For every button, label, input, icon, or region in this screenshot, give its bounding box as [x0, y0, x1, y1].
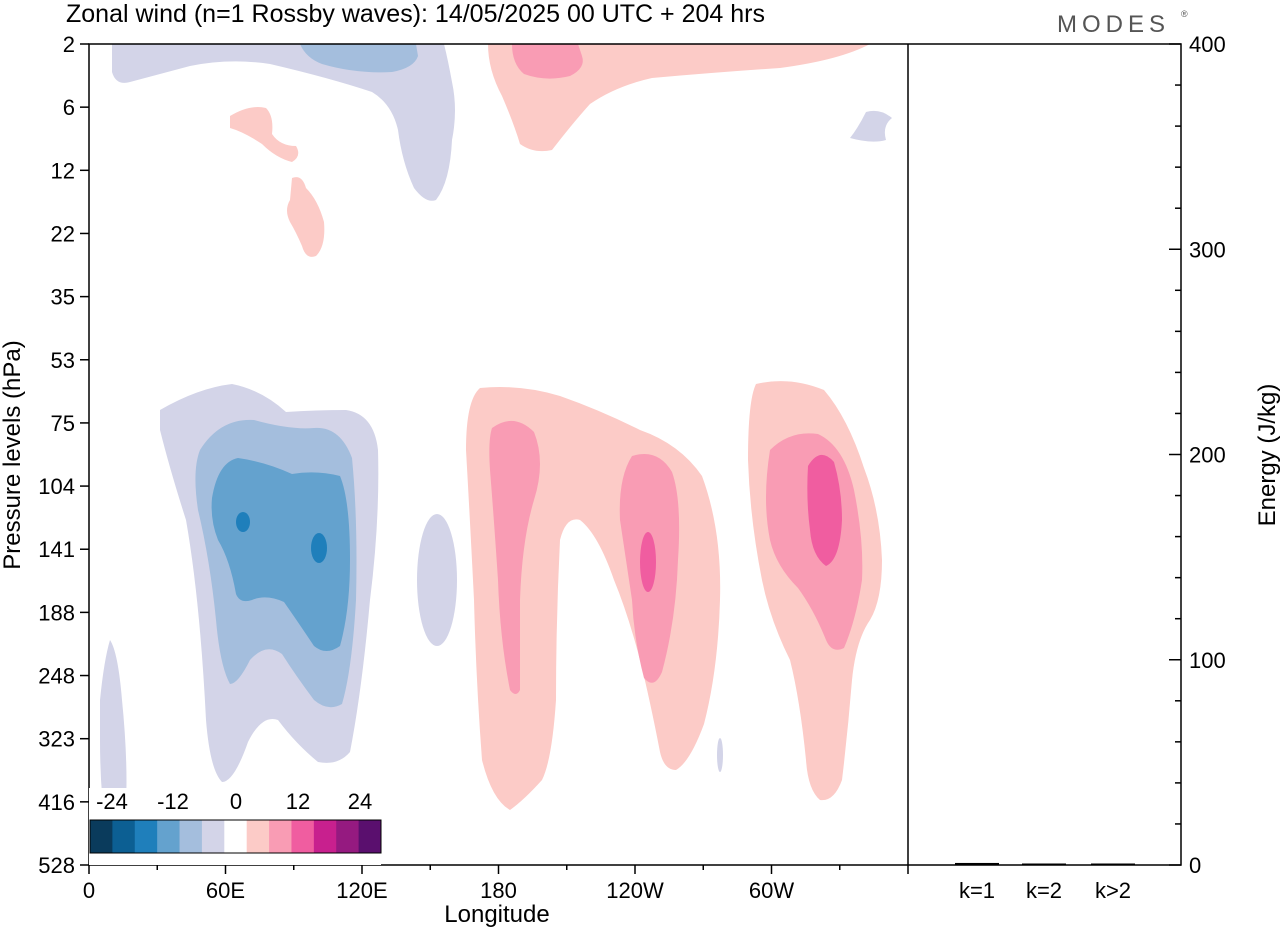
- colorbar-swatch: [179, 820, 203, 853]
- pressure-axis: 2 6 12 22 35 53 75 104 141 188 248 323 416 528: [38, 32, 89, 878]
- x-tick-label: 60E: [206, 878, 245, 903]
- energy-bar-0: [955, 862, 999, 865]
- colorbar-swatch: [90, 820, 113, 853]
- x-tick-label: 0: [83, 878, 95, 903]
- colorbar-swatch: [246, 820, 270, 853]
- x-axis-label: Longitude: [444, 901, 549, 928]
- y-tick-label: 104: [38, 474, 75, 499]
- contour-pos-lvl2-w: [489, 420, 540, 694]
- y-tick-label: 323: [38, 727, 75, 752]
- energy-bar-1: [1022, 863, 1066, 865]
- colorbar-tick-label: 0: [230, 789, 242, 814]
- contour-neg-lvl1-top: [112, 44, 455, 201]
- colorbar-tick-label: 24: [348, 789, 372, 814]
- contour-pos-lvl3-e: [807, 454, 842, 566]
- contour-pos-lvl2-top: [512, 44, 583, 79]
- colorbar-tick-label: 12: [286, 789, 310, 814]
- colorbar-swatch: [313, 820, 337, 853]
- contour-neg-lvl1-mid: [417, 514, 457, 646]
- contour-pos-lvl1-b: [287, 177, 325, 257]
- colorbar-swatch: [157, 820, 181, 853]
- y-tick-label: 528: [38, 853, 75, 878]
- colorbar-swatch: [269, 820, 292, 853]
- colorbar-swatch: [112, 820, 136, 853]
- energy-axis: 0 100 200 300 400: [1169, 32, 1226, 878]
- contour-neg-lvl1-left: [100, 640, 127, 830]
- colorbar-swatch: [201, 820, 225, 853]
- y-tick-label: 12: [51, 158, 75, 183]
- colorbar-frame: [89, 819, 382, 854]
- colorbar-swatch: [224, 820, 248, 853]
- contour-neg-lvl1-small: [717, 738, 723, 772]
- contour-pos-lvl3-m: [640, 532, 656, 592]
- contour-neg-lvl4-b: [311, 533, 327, 563]
- energy-category-label: k=2: [1026, 878, 1062, 903]
- colorbar: [89, 819, 382, 854]
- x-tick-label: 60W: [749, 878, 794, 903]
- colorbar-swatch: [336, 820, 360, 853]
- energy-bars: k=1 k=2 k>2: [955, 862, 1135, 903]
- energy-axis-label: Energy (J/kg): [1254, 384, 1280, 527]
- y-tick-label: 248: [38, 664, 75, 689]
- y-tick-label: 35: [51, 285, 75, 310]
- modes-logo: MODES: [1057, 11, 1170, 38]
- y-tick-label: 141: [38, 537, 75, 562]
- energy-bar-2: [1091, 863, 1135, 865]
- colorbar-swatch: [134, 820, 158, 853]
- y-tick-label: 416: [38, 790, 75, 815]
- energy-category-label: k=1: [959, 878, 995, 903]
- registered-mark-icon: ®: [1181, 9, 1188, 19]
- contour-neg-lvl1-right: [850, 110, 892, 142]
- colorbar-tick-label: -12: [157, 789, 189, 814]
- y-tick-label: 22: [51, 221, 75, 246]
- energy-tick-label: 0: [1189, 853, 1201, 878]
- colorbar-swatch: [291, 820, 315, 853]
- y-tick-label: 188: [38, 600, 75, 625]
- y-tick-label: 6: [63, 95, 75, 120]
- x-tick-label: 180: [480, 878, 517, 903]
- contour-neg-lvl2-top: [300, 44, 418, 73]
- contour-neg-lvl4-a: [236, 512, 250, 532]
- energy-tick-label: 200: [1189, 443, 1226, 468]
- x-tick-label: 120W: [606, 878, 664, 903]
- colorbar-labels: -24 -12 0 12 24: [96, 789, 372, 814]
- energy-category-label: k>2: [1095, 878, 1131, 903]
- energy-tick-label: 400: [1189, 32, 1226, 57]
- energy-tick-label: 100: [1189, 648, 1226, 673]
- contour-neg-lvl3-main: [211, 458, 350, 651]
- colorbar-swatch: [358, 820, 382, 853]
- contour-field: [100, 44, 892, 830]
- y-tick-label: 2: [63, 32, 75, 57]
- y-tick-label: 53: [51, 348, 75, 373]
- y-tick-label: 75: [51, 411, 75, 436]
- y-axis-label: Pressure levels (hPa): [0, 340, 26, 569]
- longitude-axis: 0 60E 120E 180 120W 60W: [83, 865, 909, 903]
- contour-pos-lvl1-top: [488, 44, 870, 152]
- contour-pos-lvl1-a: [230, 107, 299, 162]
- energy-tick-label: 300: [1189, 237, 1226, 262]
- x-tick-label: 120E: [336, 878, 387, 903]
- colorbar-tick-label: -24: [96, 789, 128, 814]
- chart-title: Zonal wind (n=1 Rossby waves): 14/05/202…: [66, 0, 765, 28]
